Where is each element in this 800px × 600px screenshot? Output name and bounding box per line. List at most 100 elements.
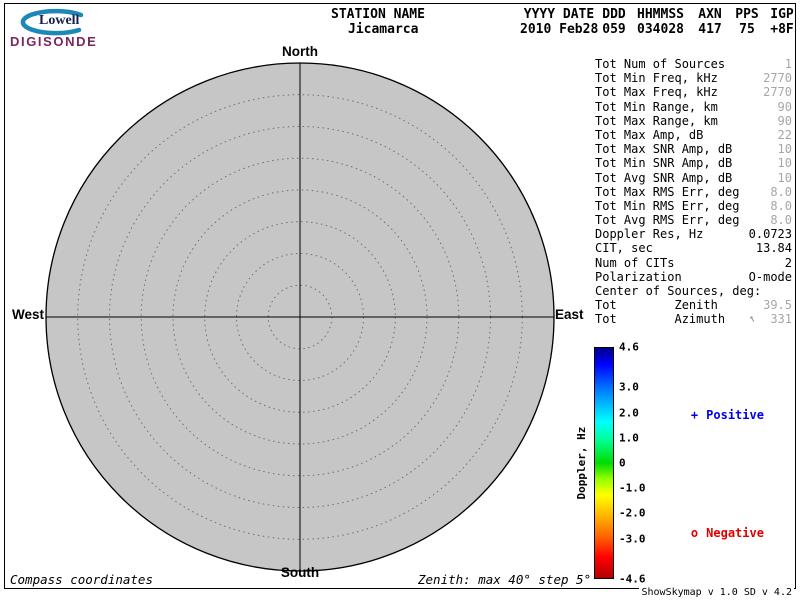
stat-value: 331 <box>770 312 792 327</box>
header-ddd-column: DDD 059 <box>601 7 627 37</box>
colorbar: 4.6 3.0 2.0 1.0 0 -1.0 -2.0 -3.0 -4.6 <box>594 341 704 586</box>
stat-row: Tot Min Range, km 90 <box>595 100 792 114</box>
legend-negative-label: Negative <box>706 526 764 540</box>
igp-value: +8F <box>770 22 794 37</box>
colorbar-tick-label: 1.0 <box>619 431 639 445</box>
zenith-ring <box>236 253 364 381</box>
colorbar-tick-label: 2.0 <box>619 406 639 420</box>
colorbar-tick-label: -1.0 <box>619 481 646 495</box>
stat-row: Tot Azimuth ↑ 331 <box>595 311 792 327</box>
logo-swoosh-icon <box>20 8 84 36</box>
compass-label-north: North <box>282 44 318 59</box>
skymap-disk <box>45 62 555 572</box>
stat-value: 8.0 <box>770 198 792 213</box>
skymap-svg <box>45 62 555 572</box>
azimuth-arrow-icon: ↑ <box>745 311 758 327</box>
stat-label: Doppler Res, Hz <box>595 227 704 242</box>
stat-row: Tot Avg SNR Amp, dB 10 <box>595 171 792 185</box>
colorbar-tick-label: -2.0 <box>619 506 646 520</box>
stat-label: Tot Min Range, km <box>595 99 718 114</box>
header-station-column: STATION NAME Jicamarca <box>331 7 520 37</box>
legend-negative: o Negative <box>662 512 764 554</box>
zenith-range-note: Zenith: max 40° step 5° <box>418 572 592 587</box>
stat-label: Tot Avg RMS Err, deg <box>595 213 740 228</box>
compass-label-west: West <box>12 307 45 322</box>
stat-label: Tot Azimuth <box>595 312 726 327</box>
stat-row: Tot Min RMS Err, deg 8.0 <box>595 199 792 213</box>
igp-label: IGP <box>770 7 794 22</box>
stat-label: Center of Sources, deg: <box>595 284 762 298</box>
coordinates-note: Compass coordinates <box>10 572 153 587</box>
stat-label: Tot Max SNR Amp, dB <box>595 142 733 157</box>
stat-label: Tot Min Freq, kHz <box>595 71 718 86</box>
legend-positive: + Positive <box>662 394 764 436</box>
zenith-ring <box>172 189 428 445</box>
stat-value: 2770 <box>763 85 792 100</box>
legend-positive-label: Positive <box>706 408 764 422</box>
zenith-ring <box>77 94 523 540</box>
ddd-value: 059 <box>602 22 626 37</box>
stat-value: 0.0723 <box>748 227 792 242</box>
stat-row: Center of Sources, deg: <box>595 284 792 298</box>
header-axn-column: AXN 417 <box>697 7 723 37</box>
logo-lowell-text: Lowell <box>39 13 80 28</box>
axn-label: AXN <box>698 7 722 22</box>
stat-row: Tot Zenith 39.5 <box>595 298 792 312</box>
stat-label: Tot Max RMS Err, deg <box>595 184 740 199</box>
stat-label: Num of CITs <box>595 255 675 270</box>
stat-row: Tot Max Range, km 90 <box>595 114 792 128</box>
stat-label: Polarization <box>595 269 682 284</box>
time-label: HHMMSS <box>637 7 684 22</box>
station-name-value: Jicamarca <box>348 22 419 37</box>
positive-marker-icon: + <box>690 408 699 422</box>
stat-value: 90 <box>777 99 792 114</box>
pps-label: PPS <box>735 7 759 22</box>
stat-row: Tot Max Freq, kHz 2770 <box>595 85 792 99</box>
colorbar-tick-label: -3.0 <box>619 532 646 546</box>
stat-row: CIT, sec 13.84 <box>595 241 792 255</box>
colorbar-title: Doppler, Hz <box>575 426 588 500</box>
colorbar-gradient <box>594 347 614 579</box>
stat-label: Tot Max Freq, kHz <box>595 85 718 100</box>
negative-marker-icon: o <box>690 526 699 540</box>
zenith-ring <box>267 284 333 350</box>
stat-value: 13.84 <box>755 241 792 256</box>
stat-value: 10 <box>777 170 792 185</box>
stat-value: 22 <box>777 127 792 142</box>
stat-value: 8.0 <box>770 184 792 199</box>
axn-value: 417 <box>698 22 722 37</box>
stat-label: Tot Max Amp, dB <box>595 127 704 142</box>
stat-label: CIT, sec <box>595 241 653 256</box>
stat-value: 8.0 <box>770 213 792 228</box>
stat-row: Tot Num of Sources 1 <box>595 57 792 71</box>
stat-row: Tot Avg RMS Err, deg 8.0 <box>595 213 792 227</box>
stat-label: Tot Min SNR Amp, dB <box>595 156 733 171</box>
stat-row: Tot Min SNR Amp, dB 10 <box>595 156 792 170</box>
header-pps-column: PPS 75 <box>734 7 760 37</box>
colorbar-tick-label: 4.6 <box>619 340 639 354</box>
stat-label: Tot Avg SNR Amp, dB <box>595 170 733 185</box>
stat-row: Tot Max SNR Amp, dB 10 <box>595 142 792 156</box>
colorbar-tick-label: 0 <box>619 456 626 470</box>
zenith-ring <box>109 126 491 508</box>
colorbar-ticks: 4.6 3.0 2.0 1.0 0 -1.0 -2.0 -3.0 -4.6 <box>619 341 679 586</box>
stat-value: 10 <box>777 156 792 171</box>
date-value: 2010 Feb28 <box>520 22 599 37</box>
stat-label: Tot Num of Sources <box>595 57 726 71</box>
stat-value: 1 <box>784 57 792 71</box>
stats-panel: Tot Num of Sources 1 Tot Min Freq, kHz 2… <box>595 57 792 327</box>
version-text: ShowSkymap v 1.0 SD v 4.2 <box>639 587 794 598</box>
zenith-ring <box>140 157 460 477</box>
colorbar-tick-label: -4.6 <box>619 572 646 586</box>
compass-label-south: South <box>280 565 320 580</box>
header-igp-column: IGP +8F <box>769 7 795 37</box>
pps-value: 75 <box>739 22 755 37</box>
colorbar-tick-label: 3.0 <box>619 380 639 394</box>
stat-row: Doppler Res, Hz 0.0723 <box>595 227 792 241</box>
header-date-column: YYYY DATE 2010 Feb28 <box>520 7 598 37</box>
stat-label: Tot Max Range, km <box>595 113 718 128</box>
stat-value: O-mode <box>748 269 792 284</box>
stat-row: Tot Max Amp, dB 22 <box>595 128 792 142</box>
ddd-label: DDD <box>602 7 626 22</box>
compass-label-east: East <box>555 307 584 322</box>
